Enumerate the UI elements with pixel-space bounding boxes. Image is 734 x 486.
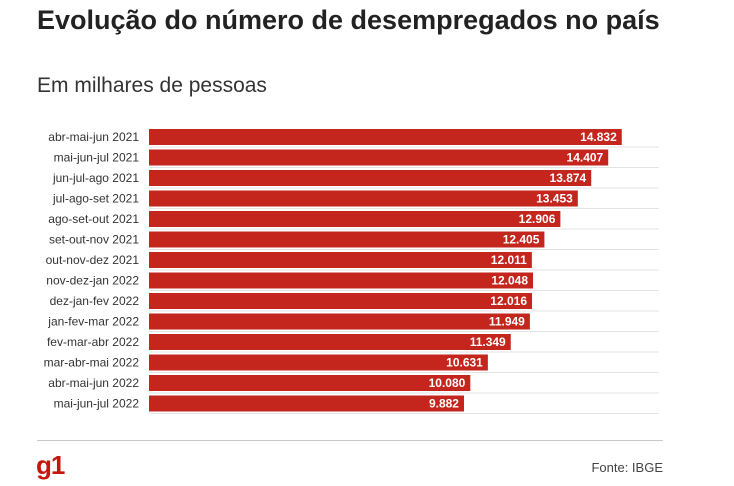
value-label: 10.080: [429, 376, 466, 390]
category-label: dez-jan-fev 2022: [50, 294, 140, 308]
category-label: out-nov-dez 2021: [46, 253, 140, 267]
category-label: jun-jul-ago 2021: [52, 171, 139, 185]
bar: [149, 272, 534, 289]
value-label: 12.906: [519, 212, 556, 226]
bar: [149, 293, 533, 309]
value-label: 12.405: [503, 233, 540, 247]
value-label: 13.874: [550, 171, 587, 185]
chart-subtitle: Em milhares de pessoas: [37, 74, 267, 97]
value-label: 12.011: [491, 253, 527, 267]
bar: [149, 334, 511, 350]
value-label: 14.407: [567, 151, 604, 165]
category-label: mai-jun-jul 2022: [54, 397, 140, 411]
category-label: set-out-nov 2021: [49, 233, 139, 247]
source-note: Fonte: IBGE: [591, 460, 663, 475]
bar: [149, 211, 561, 227]
chart-title: Evolução do número de desempregados no p…: [37, 5, 660, 35]
category-label: abr-mai-jun 2022: [48, 376, 139, 390]
bar: [149, 313, 530, 330]
category-label: abr-mai-jun 2021: [48, 130, 139, 144]
bar: [149, 375, 471, 391]
bar: [149, 231, 545, 248]
bar: [149, 354, 488, 371]
category-label: jan-fev-mar 2022: [47, 315, 139, 329]
category-label: nov-dez-jan 2022: [46, 274, 139, 288]
value-label: 11.949: [489, 315, 525, 329]
value-label: 9.882: [429, 397, 459, 411]
category-label: fev-mar-abr 2022: [47, 335, 139, 349]
bar: [149, 190, 578, 207]
bar: [149, 149, 609, 166]
value-label: 12.048: [491, 274, 528, 288]
value-label: 12.016: [490, 294, 527, 308]
value-label: 14.832: [580, 130, 617, 144]
bar: [149, 129, 622, 145]
value-label: 11.349: [470, 335, 506, 349]
bar: [149, 170, 592, 186]
value-label: 13.453: [536, 192, 573, 206]
category-label: mai-jun-jul 2021: [54, 151, 140, 165]
category-label: mar-abr-mai 2022: [44, 356, 140, 370]
footer-divider: [37, 440, 663, 441]
category-label: jul-ago-set 2021: [52, 192, 139, 206]
category-label: ago-set-out 2021: [48, 212, 139, 226]
g1-logo: g1: [36, 450, 65, 480]
bar: [149, 395, 464, 412]
bar: [149, 252, 532, 268]
value-label: 10.631: [446, 356, 483, 370]
